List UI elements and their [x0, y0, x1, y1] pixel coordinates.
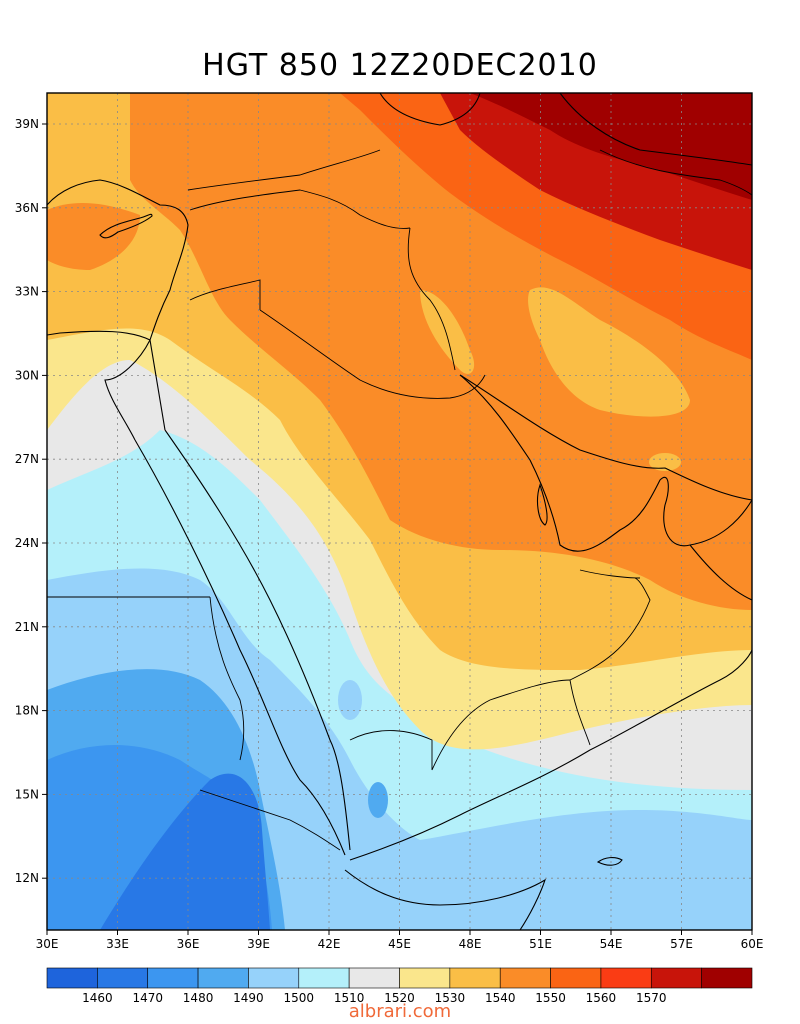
colorbar-label: 1460	[82, 991, 113, 1005]
map-title: HGT 850 12Z20DEC2010	[202, 48, 598, 83]
latitude-label: 21N	[15, 620, 39, 634]
longitude-label: 45E	[388, 937, 411, 951]
latitude-label: 33N	[15, 285, 39, 299]
latitude-label: 27N	[15, 452, 39, 466]
geopotential-height-field	[47, 93, 752, 930]
colorbar-label: 1560	[586, 991, 617, 1005]
socotra-island	[596, 857, 623, 866]
latitude-label: 18N	[15, 704, 39, 718]
border-uae	[579, 569, 641, 579]
border-ethiopia	[199, 789, 341, 851]
coastlines-and-borders	[47, 93, 752, 930]
colorbar-label: 1540	[485, 991, 516, 1005]
border-iraq-saudi	[259, 309, 486, 399]
colorbar-label: 1570	[636, 991, 667, 1005]
border-sudan-eritrea	[209, 596, 245, 761]
band-1530-1540-qatar	[649, 453, 681, 471]
qatar-peninsula	[536, 483, 548, 526]
black-sea-coast	[379, 93, 481, 126]
band-1490-1500-blob	[368, 782, 388, 818]
border-saudi-oman	[569, 577, 651, 681]
latitude-label: 12N	[15, 871, 39, 885]
longitude-label: 57E	[670, 937, 693, 951]
watermark-text: albrari.com	[348, 1001, 452, 1022]
colorbar-label: 1470	[132, 991, 163, 1005]
mediterranean-coast	[47, 179, 189, 341]
persian-gulf-north	[459, 374, 752, 552]
colorbar-swatch	[499, 967, 551, 989]
latitude-label: 39N	[15, 117, 39, 131]
colorbar-swatch	[399, 967, 451, 989]
colorbar-label: 1500	[284, 991, 315, 1005]
border-saudi-yemen	[349, 679, 571, 771]
colorbar-label: 1530	[435, 991, 466, 1005]
colorbar-swatch	[701, 967, 753, 989]
gulf-of-aqaba-coast	[149, 339, 166, 431]
colorbar-swatch	[197, 967, 249, 989]
colorbar-swatch	[550, 967, 602, 989]
iran-coast	[459, 374, 752, 501]
longitude-label: 33E	[106, 937, 129, 951]
colorbar-swatch	[46, 967, 98, 989]
band-1490-1500-east	[520, 876, 752, 930]
cyprus-island	[99, 213, 153, 239]
longitude-axis: 30E 33E 36E 39E 42E 45E 48E 51E 54E 57E 60E	[36, 930, 764, 951]
colorbar: 1460 1470 1480 1490 1500 1510 1520 1530 1540 1550…	[46, 967, 753, 1005]
gulf-of-suez-coast	[104, 339, 151, 441]
latitude-label: 36N	[15, 201, 39, 215]
latitude-label: 30N	[15, 368, 39, 382]
colorbar-label: 1520	[384, 991, 415, 1005]
longitude-label: 60E	[741, 937, 764, 951]
graticule	[47, 93, 752, 930]
caspian-coast	[559, 93, 752, 166]
colorbar-swatch	[348, 967, 400, 989]
band-1500-1510-blob	[338, 680, 362, 720]
colorbar-swatch	[298, 967, 350, 989]
colorbar-label: 1510	[334, 991, 365, 1005]
border-iran-turkmenistan	[599, 149, 752, 196]
colorbar-swatch	[147, 967, 199, 989]
latitude-label: 24N	[15, 536, 39, 550]
border-jordan	[189, 279, 261, 310]
red-sea-east-coast	[164, 429, 351, 851]
longitude-label: 36E	[177, 937, 200, 951]
colorbar-swatch	[97, 967, 149, 989]
oman-coast	[689, 544, 752, 601]
band-1540-1550-west	[47, 203, 140, 270]
longitude-label: 54E	[600, 937, 623, 951]
colorbar-swatch	[650, 967, 702, 989]
longitude-label: 39E	[247, 937, 270, 951]
border-iraq-iran	[407, 227, 456, 371]
band-1530-1540-inland	[528, 287, 690, 417]
longitude-label: 48E	[459, 937, 482, 951]
colorbar-swatch	[248, 967, 300, 989]
colorbar-label: 1490	[233, 991, 264, 1005]
latitude-axis: 39N 36N 33N 30N 27N 24N 21N 18N 15N 12N	[15, 117, 47, 885]
latitude-label: 15N	[15, 787, 39, 801]
horn-of-africa-coast	[344, 869, 546, 930]
border-turkey-syria	[187, 149, 381, 191]
longitude-label: 30E	[36, 937, 59, 951]
band-1530-1540-gulf	[420, 290, 475, 374]
colorbar-swatch	[449, 967, 501, 989]
red-sea-west-coast	[134, 439, 346, 856]
colorbar-swatch	[600, 967, 652, 989]
longitude-label: 42E	[318, 937, 341, 951]
colorbar-label: 1480	[183, 991, 214, 1005]
longitude-label: 51E	[529, 937, 552, 951]
political-borders	[47, 149, 752, 851]
colorbar-label: 1550	[535, 991, 566, 1005]
band-1460-1470	[100, 773, 270, 930]
band-1570-plus	[470, 93, 752, 200]
border-syria-iraq	[189, 189, 411, 229]
border-yemen-oman	[569, 679, 591, 746]
aden-coast-north	[349, 649, 752, 861]
